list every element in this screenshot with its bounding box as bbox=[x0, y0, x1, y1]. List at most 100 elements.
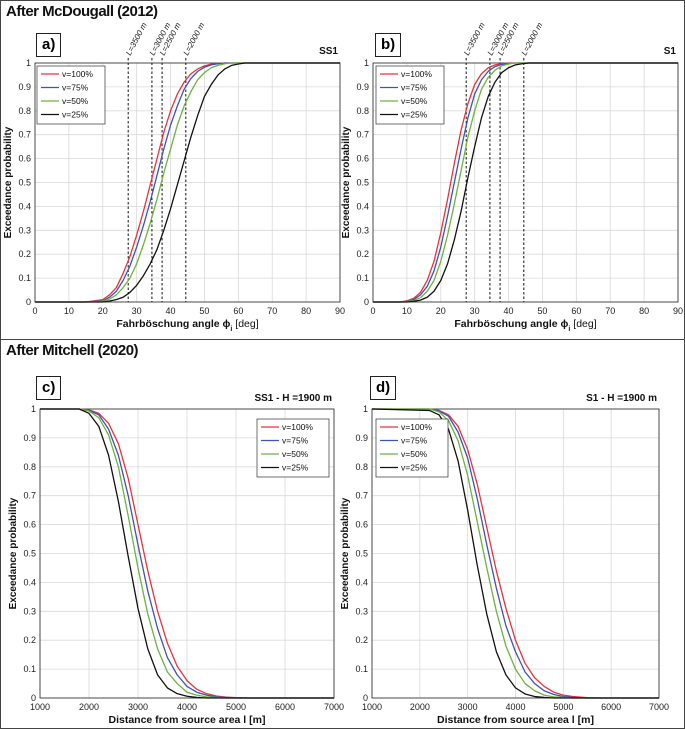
x-tick-label: 5000 bbox=[226, 702, 246, 712]
legend-label: v=25% bbox=[401, 463, 428, 473]
y-tick-label: 0.4 bbox=[356, 201, 369, 211]
plot-border bbox=[371, 408, 660, 699]
top-section-title: After McDougall (2012) bbox=[6, 3, 158, 20]
panel-label-c: c) bbox=[36, 376, 62, 400]
x-tick-label: 5000 bbox=[553, 702, 573, 712]
series-line-v25 bbox=[40, 408, 334, 699]
y-tick-label: 0.7 bbox=[23, 491, 36, 501]
legend-label: v=50% bbox=[62, 96, 89, 106]
y-tick-label: 0.3 bbox=[356, 225, 369, 235]
y-tick-label: 0.4 bbox=[355, 577, 368, 587]
series-line-v25 bbox=[371, 408, 659, 699]
panel-label-a: a) bbox=[36, 33, 62, 57]
y-axis-label: Exceedance probability bbox=[3, 126, 14, 238]
x-tick-label: 2000 bbox=[79, 702, 99, 712]
y-tick-label: 0.1 bbox=[18, 273, 31, 283]
y-tick-label: 1 bbox=[26, 58, 31, 68]
y-tick-label: 0.3 bbox=[23, 606, 36, 616]
x-tick-label: 70 bbox=[267, 306, 277, 316]
panel-tag: SS1 bbox=[319, 46, 338, 57]
x-axis-label: Distance from source area l [m] bbox=[109, 714, 266, 726]
panel-tag: S1 - H =1900 m bbox=[586, 393, 657, 404]
y-tick-label: 0.7 bbox=[18, 130, 31, 140]
y-tick-label: 0.6 bbox=[18, 154, 31, 164]
y-tick-label: 0.7 bbox=[355, 491, 368, 501]
y-tick-label: 0.4 bbox=[18, 201, 31, 211]
x-tick-label: 7000 bbox=[324, 702, 344, 712]
y-tick-label: 0.8 bbox=[23, 462, 36, 472]
legend-label: v=25% bbox=[62, 110, 89, 120]
y-tick-label: 0.2 bbox=[18, 249, 31, 259]
y-tick-label: 0.2 bbox=[355, 635, 368, 645]
series-line-v50 bbox=[35, 62, 340, 303]
x-tick-label: 10 bbox=[402, 306, 412, 316]
x-tick-label: 90 bbox=[673, 306, 683, 316]
x-tick-label: 30 bbox=[470, 306, 480, 316]
y-tick-label: 0 bbox=[364, 297, 369, 307]
x-tick-label: 70 bbox=[605, 306, 615, 316]
legend-label: v=75% bbox=[62, 83, 89, 93]
x-tick-label: 20 bbox=[436, 306, 446, 316]
series-line-v100 bbox=[372, 408, 659, 699]
y-tick-label: 0 bbox=[31, 693, 36, 703]
x-tick-label: 40 bbox=[166, 306, 176, 316]
y-axis-label: Exceedance probability bbox=[341, 126, 352, 238]
panel-label-d: d) bbox=[370, 376, 397, 400]
y-tick-label: 0.6 bbox=[356, 154, 369, 164]
legend-label: v=75% bbox=[401, 436, 428, 446]
legend-label: v=50% bbox=[282, 449, 309, 459]
y-axis-label: Exceedance probability bbox=[8, 497, 19, 609]
y-tick-label: 0.2 bbox=[356, 249, 369, 259]
y-tick-label: 0.5 bbox=[23, 549, 36, 559]
plot-border bbox=[34, 62, 341, 303]
series-line-v25 bbox=[373, 62, 678, 303]
x-tick-label: 50 bbox=[537, 306, 547, 316]
y-tick-label: 0.5 bbox=[356, 178, 369, 188]
y-tick-label: 0.3 bbox=[355, 606, 368, 616]
x-tick-label: 0 bbox=[370, 306, 375, 316]
panel-tag: S1 bbox=[664, 46, 677, 57]
y-tick-label: 0.9 bbox=[355, 433, 368, 443]
x-tick-label: 2000 bbox=[410, 702, 430, 712]
y-tick-label: 0 bbox=[26, 297, 31, 307]
legend-label: v=50% bbox=[401, 96, 428, 106]
y-tick-label: 0.6 bbox=[23, 520, 36, 530]
panel-label-b: b) bbox=[375, 33, 402, 57]
x-axis-label: Fahrböschung angle ϕi [deg] bbox=[116, 318, 258, 333]
y-tick-label: 0.5 bbox=[355, 549, 368, 559]
y-tick-label: 1 bbox=[363, 404, 368, 414]
y-tick-label: 0.5 bbox=[18, 178, 31, 188]
x-tick-label: 6000 bbox=[601, 702, 621, 712]
y-tick-label: 0 bbox=[363, 693, 368, 703]
x-tick-label: 60 bbox=[571, 306, 581, 316]
legend-label: v=100% bbox=[62, 69, 93, 79]
x-tick-label: 1000 bbox=[362, 702, 382, 712]
legend-label: v=100% bbox=[401, 422, 432, 432]
x-tick-label: 3000 bbox=[458, 702, 478, 712]
x-axis-label: Fahrböschung angle ϕi [deg] bbox=[454, 318, 596, 333]
legend-label: v=100% bbox=[282, 422, 313, 432]
y-tick-label: 0.9 bbox=[18, 82, 31, 92]
x-tick-label: 80 bbox=[301, 306, 311, 316]
bottom-section-title: After Mitchell (2020) bbox=[6, 342, 139, 359]
x-tick-label: 1000 bbox=[30, 702, 50, 712]
legend-label: v=25% bbox=[401, 110, 428, 120]
x-axis-label: Distance from source area l [m] bbox=[437, 714, 594, 726]
y-tick-label: 0.8 bbox=[355, 462, 368, 472]
series-line-v25 bbox=[35, 62, 340, 303]
x-tick-label: 10 bbox=[64, 306, 74, 316]
panel-tag: SS1 - H =1900 m bbox=[254, 393, 332, 404]
y-tick-label: 0.7 bbox=[356, 130, 369, 140]
plot-border bbox=[39, 408, 335, 699]
x-tick-label: 4000 bbox=[505, 702, 525, 712]
legend-label: v=50% bbox=[401, 449, 428, 459]
y-tick-label: 0.1 bbox=[23, 664, 36, 674]
y-tick-label: 0.8 bbox=[18, 106, 31, 116]
y-tick-label: 0.9 bbox=[23, 433, 36, 443]
y-tick-label: 0.1 bbox=[356, 273, 369, 283]
x-tick-label: 30 bbox=[132, 306, 142, 316]
